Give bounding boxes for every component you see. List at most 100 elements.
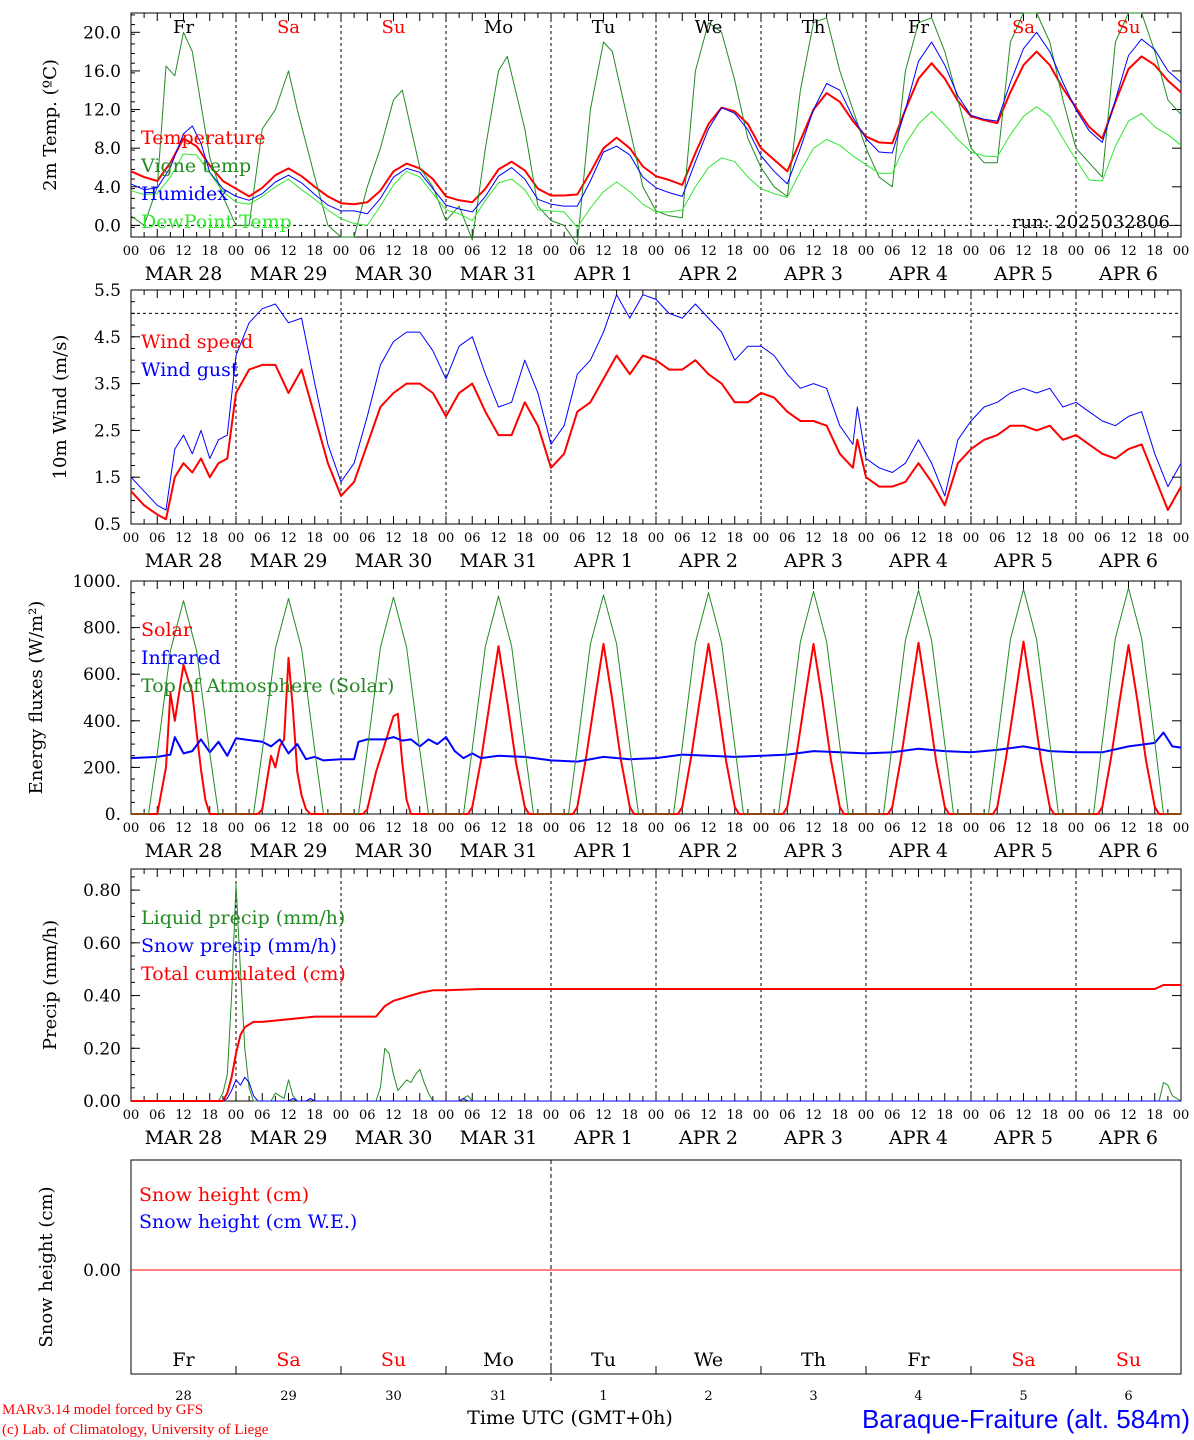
wind-hour-label: 18 xyxy=(1041,531,1058,546)
wind-series-line xyxy=(130,354,1182,521)
snow-day-abbr: Sa xyxy=(1011,1349,1035,1371)
temperature-hour-label: 00 xyxy=(438,244,455,259)
wind-hour-label: 12 xyxy=(175,531,192,546)
energy-ytick-label: 0. xyxy=(105,805,121,825)
energy-hour-label: 12 xyxy=(175,821,192,836)
energy-legend-entry: Infrared xyxy=(141,647,221,669)
precip-ytick-label: 0.80 xyxy=(83,881,121,901)
snow-day-number: 31 xyxy=(490,1389,507,1404)
temperature-hour-label: 12 xyxy=(490,244,507,259)
temperature-day-abbr: Fr xyxy=(173,17,194,38)
wind-date-label: MAR 29 xyxy=(250,550,328,572)
wind-hour-label: 00 xyxy=(963,531,980,546)
wind-hour-label: 06 xyxy=(674,531,691,546)
temperature-ytick-label: 0.0 xyxy=(94,216,121,236)
temperature-legend-entry: Humidex xyxy=(141,183,228,205)
precip-hour-label: 00 xyxy=(543,1108,560,1123)
wind-date-label: MAR 30 xyxy=(355,550,433,572)
temperature-hour-label: 00 xyxy=(963,244,980,259)
energy-ytick-label: 800. xyxy=(83,619,121,639)
energy-hour-label: 06 xyxy=(674,821,691,836)
temperature-date-label: MAR 28 xyxy=(145,263,223,285)
precip-date-label: MAR 31 xyxy=(460,1127,538,1149)
precip-hour-label: 12 xyxy=(1015,1108,1032,1123)
snow-legend-entry: Snow height (cm W.E.) xyxy=(139,1211,357,1233)
energy-date-label: APR 6 xyxy=(1098,840,1158,862)
precip-hour-label: 18 xyxy=(306,1108,323,1123)
temperature-hour-label: 18 xyxy=(621,244,638,259)
wind-hour-label: 12 xyxy=(280,531,297,546)
wind-ytick-label: 2.5 xyxy=(94,421,121,441)
energy-hour-label: 00 xyxy=(228,821,245,836)
snow-day-abbr: Sa xyxy=(276,1349,300,1371)
precip-ytick-label: 0.40 xyxy=(83,987,121,1007)
temperature-hour-label: 12 xyxy=(385,244,402,259)
energy-date-label: APR 1 xyxy=(573,840,633,862)
x-axis-title: Time UTC (GMT+0h) xyxy=(467,1407,673,1429)
snow-day-number: 2 xyxy=(704,1389,712,1404)
snow-day-number: 1 xyxy=(599,1389,607,1404)
temperature-date-label: APR 6 xyxy=(1098,263,1158,285)
energy-hour-label: 12 xyxy=(1120,821,1137,836)
temperature-hour-label: 00 xyxy=(753,244,770,259)
energy-hour-label: 12 xyxy=(910,821,927,836)
temperature-hour-label: 06 xyxy=(359,244,376,259)
precip-hour-label: 06 xyxy=(779,1108,796,1123)
temperature-hour-label: 00 xyxy=(123,244,140,259)
precip-date-label: MAR 30 xyxy=(355,1127,433,1149)
precip-date-label: APR 4 xyxy=(888,1127,948,1149)
wind-series-line xyxy=(130,294,1182,511)
snow-day-number: 30 xyxy=(385,1389,402,1404)
precip-legend-entry: Total cumulated (cm) xyxy=(141,963,346,985)
precip-hour-label: 12 xyxy=(595,1108,612,1123)
temperature-hour-label: 12 xyxy=(910,244,927,259)
temperature-series-line xyxy=(130,106,1182,228)
precip-ytick-label: 0.20 xyxy=(83,1039,121,1059)
precip-date-label: APR 6 xyxy=(1098,1127,1158,1149)
wind-hour-label: 18 xyxy=(516,531,533,546)
temperature-hour-label: 06 xyxy=(1094,244,1111,259)
precip-hour-label: 18 xyxy=(621,1108,638,1123)
wind-hour-label: 00 xyxy=(438,531,455,546)
precip-hour-label: 12 xyxy=(805,1108,822,1123)
wind-hour-label: 00 xyxy=(648,531,665,546)
temperature-date-label: APR 2 xyxy=(678,263,738,285)
wind-hour-label: 06 xyxy=(1094,531,1111,546)
temperature-day-abbr: Su xyxy=(1117,17,1141,38)
energy-hour-label: 00 xyxy=(333,821,350,836)
wind-date-label: APR 5 xyxy=(993,550,1053,572)
energy-date-label: MAR 28 xyxy=(145,840,223,862)
precip-hour-label: 00 xyxy=(1173,1108,1190,1123)
energy-hour-label: 00 xyxy=(963,821,980,836)
energy-hour-label: 06 xyxy=(779,821,796,836)
temperature-frame xyxy=(130,12,1182,238)
energy-hour-label: 12 xyxy=(595,821,612,836)
temperature-ytick-label: 8.0 xyxy=(94,139,121,159)
precip-hour-label: 12 xyxy=(1120,1108,1137,1123)
wind-hour-label: 18 xyxy=(411,531,428,546)
wind-date-label: MAR 28 xyxy=(145,550,223,572)
wind-hour-label: 00 xyxy=(123,531,140,546)
temperature-hour-label: 00 xyxy=(858,244,875,259)
precip-series-line xyxy=(131,884,1182,1102)
energy-hour-label: 06 xyxy=(254,821,271,836)
snow-day-abbr: Tu xyxy=(591,1349,616,1371)
snow-day-abbr: Su xyxy=(381,1349,406,1371)
precip-hour-label: 12 xyxy=(385,1108,402,1123)
wind-hour-label: 18 xyxy=(306,531,323,546)
temperature-hour-label: 12 xyxy=(280,244,297,259)
model-credit: MARv3.14 model forced by GFS xyxy=(2,1402,203,1418)
energy-series-line xyxy=(130,731,1182,763)
energy-date-label: MAR 30 xyxy=(355,840,433,862)
precip-date-label: MAR 28 xyxy=(145,1127,223,1149)
precip-hour-label: 06 xyxy=(674,1108,691,1123)
precip-hour-label: 12 xyxy=(175,1108,192,1123)
temperature-hour-label: 12 xyxy=(700,244,717,259)
precip-legend-entry: Snow precip (mm/h) xyxy=(141,935,337,957)
wind-hour-label: 06 xyxy=(464,531,481,546)
snow-day-number: 5 xyxy=(1019,1389,1027,1404)
temperature-hour-label: 18 xyxy=(411,244,428,259)
energy-ytick-label: 200. xyxy=(83,758,121,778)
snow-day-abbr: Fr xyxy=(172,1349,195,1371)
temperature-hour-label: 12 xyxy=(1015,244,1032,259)
